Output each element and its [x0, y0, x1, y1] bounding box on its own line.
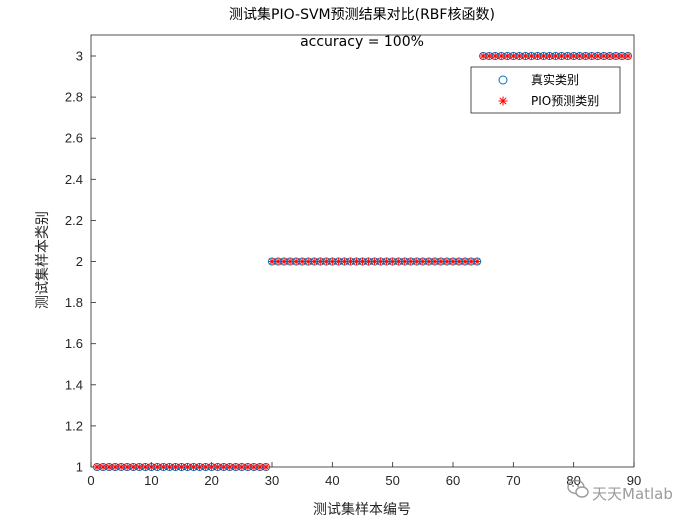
predicted-class-point — [261, 463, 270, 471]
predicted-class-point — [388, 257, 397, 266]
x-tick-label: 20 — [204, 473, 218, 488]
predicted-class-point — [515, 52, 524, 60]
predicted-class-point — [147, 463, 156, 471]
predicted-class-point — [623, 52, 632, 60]
predicted-class-point — [123, 463, 132, 471]
y-tick-label: 1 — [76, 460, 83, 475]
chart-title: 测试集PIO-SVM预测结果对比(RBF核函数) — [229, 6, 495, 23]
x-tick-label: 10 — [144, 473, 158, 488]
predicted-class-point — [473, 257, 482, 266]
predicted-class-point — [563, 52, 572, 60]
watermark: 天天Matlab — [567, 479, 673, 503]
y-tick-label: 2.4 — [65, 172, 83, 187]
predicted-class-point — [195, 463, 204, 471]
predicted-class-point — [376, 257, 385, 266]
predicted-class-point — [177, 463, 186, 471]
watermark-text: 天天Matlab — [592, 485, 673, 503]
predicted-class-point — [292, 257, 301, 266]
x-tick-label: 40 — [325, 473, 339, 488]
predicted-class-point — [406, 257, 415, 266]
predicted-class-point — [237, 463, 246, 471]
predicted-class-point — [364, 257, 373, 266]
legend-label-pio-class: PIO预测类别 — [531, 94, 599, 108]
x-tick-label: 60 — [446, 473, 460, 488]
y-tick-label: 2.2 — [65, 213, 83, 228]
predicted-class-point — [509, 52, 518, 60]
x-tick-label: 90 — [627, 473, 641, 488]
y-axis-label: 测试集样本类别 — [34, 211, 51, 309]
x-axis: 0 10 20 30 40 50 60 70 80 90 — [87, 462, 641, 488]
chart-subtitle: accuracy = 100% — [300, 34, 424, 50]
wechat-icon — [567, 479, 589, 498]
x-axis-label: 测试集样本编号 — [313, 501, 411, 518]
predicted-class-point — [189, 463, 198, 471]
predicted-class-point — [304, 257, 313, 266]
predicted-class-point — [171, 463, 180, 471]
x-tick-label: 0 — [87, 473, 94, 488]
legend-marker-asterisk — [498, 96, 508, 106]
predicted-class-point — [449, 257, 457, 266]
legend-marker-circle — [498, 75, 508, 85]
plot-area-frame — [90, 34, 635, 468]
y-tick-label: 1.6 — [65, 336, 83, 351]
legend-box — [470, 66, 621, 114]
predicted-class-point — [455, 257, 464, 266]
x-tick-label: 70 — [506, 473, 520, 488]
y-tick-label: 1.2 — [65, 418, 83, 433]
predicted-class-point — [219, 463, 228, 471]
y-tick-label: 1.4 — [65, 377, 83, 392]
x-tick-label: 30 — [265, 473, 279, 488]
y-axis: 1 1.2 1.4 1.6 1.8 2 2.2 2.4 2.6 2.8 3 — [65, 49, 96, 475]
predicted-class-point — [334, 257, 343, 266]
predicted-class-point — [412, 257, 421, 266]
y-tick-label: 1.8 — [65, 295, 83, 310]
legend: 真实类别 PIO预测类别 — [470, 66, 621, 114]
y-tick-label: 3 — [76, 49, 83, 64]
y-tick-label: 2.8 — [65, 90, 83, 105]
predicted-class-point — [99, 463, 108, 471]
predicted-class-point — [611, 52, 620, 60]
legend-label-true-class: 真实类别 — [531, 72, 579, 87]
data-points — [92, 51, 633, 472]
x-tick-label: 50 — [385, 473, 399, 488]
y-tick-label: 2 — [76, 254, 83, 269]
predicted-class-point — [382, 257, 391, 266]
y-tick-label: 2.6 — [65, 131, 83, 146]
